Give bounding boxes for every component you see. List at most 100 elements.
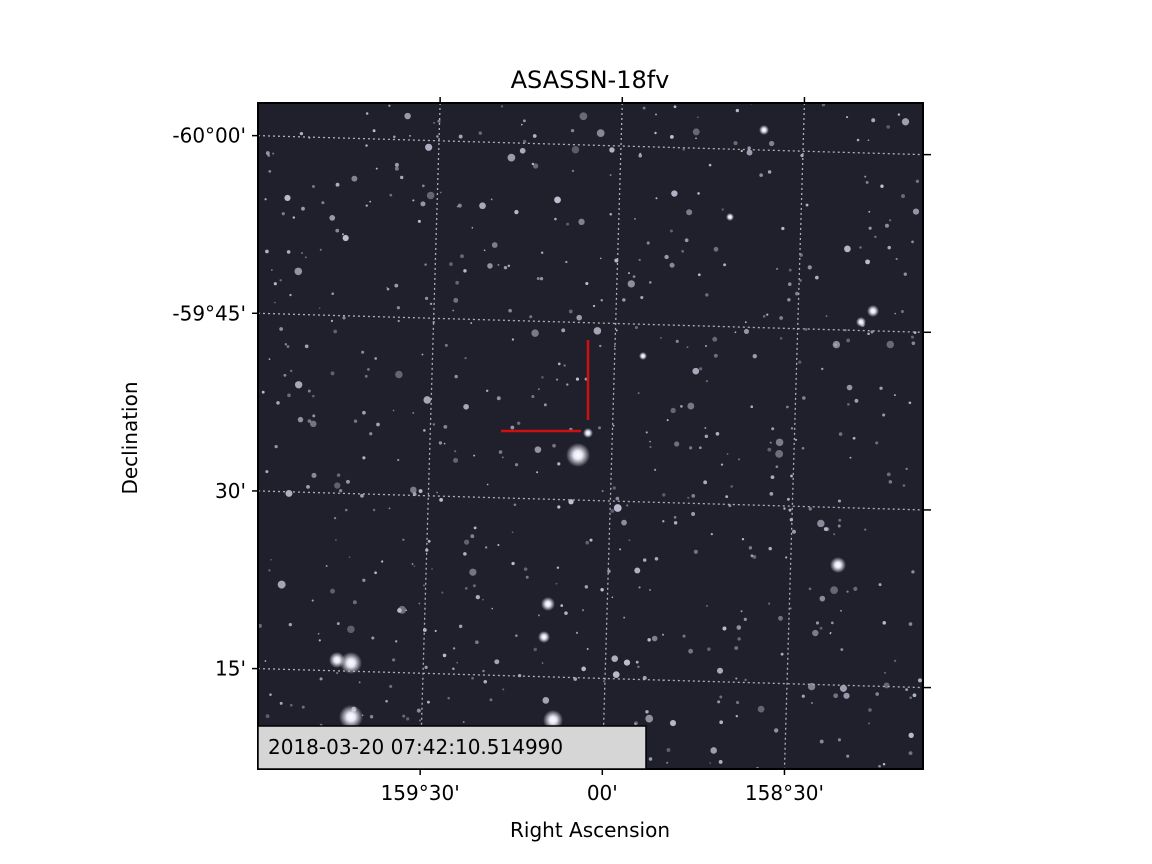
star bbox=[502, 688, 505, 691]
star bbox=[369, 432, 373, 436]
star bbox=[413, 565, 416, 568]
star bbox=[388, 507, 391, 510]
star bbox=[277, 580, 286, 589]
star bbox=[775, 267, 779, 271]
star bbox=[264, 660, 267, 662]
star bbox=[444, 343, 448, 347]
star bbox=[688, 446, 693, 450]
star bbox=[634, 721, 639, 726]
star bbox=[619, 548, 622, 551]
star bbox=[395, 370, 403, 379]
star bbox=[834, 343, 837, 347]
star bbox=[804, 327, 808, 331]
star bbox=[886, 472, 891, 477]
star bbox=[539, 276, 544, 281]
star bbox=[634, 567, 641, 574]
star bbox=[726, 453, 729, 455]
star bbox=[374, 571, 377, 575]
star bbox=[439, 498, 443, 502]
star bbox=[802, 396, 806, 400]
star bbox=[487, 263, 493, 269]
star bbox=[865, 180, 869, 184]
star bbox=[593, 327, 602, 335]
star bbox=[362, 578, 366, 582]
star bbox=[691, 511, 696, 516]
star bbox=[673, 521, 678, 525]
star bbox=[882, 413, 886, 417]
star bbox=[431, 568, 433, 570]
star bbox=[478, 131, 482, 135]
bright-star bbox=[541, 597, 555, 611]
star bbox=[654, 131, 657, 135]
star bbox=[511, 338, 515, 341]
star bbox=[878, 583, 882, 587]
star bbox=[801, 447, 805, 450]
star bbox=[418, 489, 423, 493]
star bbox=[632, 275, 636, 278]
star bbox=[369, 715, 374, 719]
star bbox=[560, 604, 564, 607]
star bbox=[386, 286, 388, 289]
star bbox=[713, 353, 718, 358]
star bbox=[703, 480, 708, 485]
star bbox=[868, 708, 872, 712]
star bbox=[880, 184, 884, 188]
star bbox=[889, 219, 892, 222]
star bbox=[455, 280, 460, 285]
star bbox=[778, 615, 783, 621]
star bbox=[319, 677, 323, 681]
star bbox=[427, 700, 430, 704]
star bbox=[425, 548, 429, 552]
star bbox=[346, 479, 350, 484]
star bbox=[417, 219, 421, 223]
star bbox=[289, 369, 293, 373]
star bbox=[607, 569, 611, 573]
star bbox=[730, 485, 734, 488]
star bbox=[389, 193, 393, 197]
star bbox=[533, 647, 537, 652]
star bbox=[433, 122, 435, 124]
star bbox=[599, 257, 602, 260]
star bbox=[330, 588, 335, 594]
star bbox=[566, 383, 569, 386]
star bbox=[717, 700, 721, 704]
star bbox=[311, 599, 314, 602]
star bbox=[917, 678, 923, 683]
star bbox=[386, 287, 390, 291]
star bbox=[817, 519, 825, 528]
star bbox=[734, 646, 739, 650]
star bbox=[723, 263, 727, 267]
star bbox=[623, 659, 631, 666]
star bbox=[557, 505, 561, 509]
star bbox=[901, 118, 910, 126]
star bbox=[615, 496, 620, 501]
star bbox=[840, 648, 844, 652]
star bbox=[669, 720, 677, 727]
star bbox=[704, 427, 707, 429]
star bbox=[688, 648, 694, 654]
star bbox=[449, 262, 453, 266]
star bbox=[268, 569, 271, 572]
star bbox=[541, 376, 544, 379]
star bbox=[853, 586, 858, 591]
star bbox=[821, 367, 824, 371]
star bbox=[272, 152, 275, 155]
star bbox=[721, 208, 724, 211]
star bbox=[710, 747, 717, 754]
star bbox=[479, 202, 486, 210]
bright-star bbox=[566, 443, 590, 467]
star bbox=[750, 405, 754, 409]
star bbox=[584, 585, 589, 589]
star bbox=[787, 282, 792, 286]
star bbox=[397, 458, 400, 462]
star bbox=[697, 192, 700, 195]
star bbox=[646, 241, 650, 245]
star bbox=[839, 684, 847, 692]
star bbox=[735, 714, 739, 718]
star bbox=[610, 509, 615, 513]
star bbox=[795, 291, 799, 296]
star bbox=[531, 162, 535, 166]
star bbox=[393, 135, 396, 139]
